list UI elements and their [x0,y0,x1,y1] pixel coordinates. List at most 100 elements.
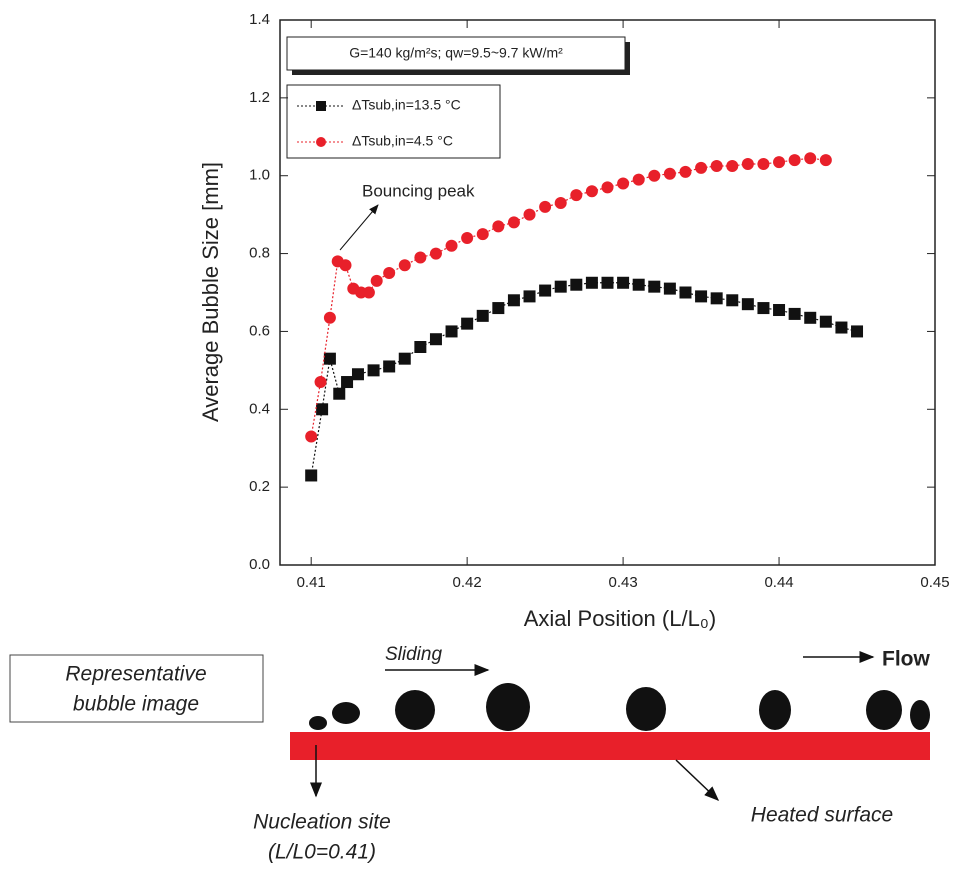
arrow [675,759,720,802]
info-box [286,36,626,71]
data-point [339,259,352,272]
data-point [305,430,318,443]
data-point [398,352,411,365]
data-point [341,376,354,389]
bubble [332,702,360,724]
data-point [429,247,442,260]
data-point [314,376,327,389]
data-point [492,220,505,233]
data-point [362,286,375,299]
data-point [383,360,396,373]
data-point [726,294,739,307]
data-point [601,276,614,289]
y-tick-label: 0.8 [249,245,270,262]
data-point [523,290,536,303]
data-point [773,304,786,317]
data-point [726,159,739,172]
data-point [383,267,396,280]
x-tick-label: 0.44 [764,574,793,591]
legend-label: ΔTsub,in=13.5 °C [352,97,461,113]
data-point [851,325,864,338]
data-point [710,159,723,172]
data-point [757,158,770,171]
y-tick-label: 0.6 [249,322,270,339]
data-point [333,387,346,400]
data-point [316,403,329,416]
data-point [445,325,458,338]
data-point [367,364,380,377]
y-tick-label: 0.4 [249,400,270,417]
diagram: Representative bubble image Sliding Flow… [9,644,930,864]
flow-label: Flow [882,648,930,671]
data-point [617,276,630,289]
bubble [910,700,930,730]
x-tick-label: 0.42 [453,574,482,591]
heated-label: Heated surface [751,804,893,827]
nucleation-label: Nucleation site [253,811,391,834]
data-point [632,278,645,291]
data-point [695,161,708,174]
data-point [648,169,661,182]
data-point [554,280,567,293]
y-tick-label: 1.2 [249,89,270,106]
data-point [370,274,383,287]
data-point [554,196,567,209]
data-point [617,177,630,190]
caption: bubble image [73,693,199,716]
plot-frame [279,19,936,566]
x-tick-label: 0.45 [920,574,949,591]
y-axis-label: Average Bubble Size [mm] [198,162,223,422]
x-tick-label: 0.41 [297,574,326,591]
info-text: G=140 kg/m²s; qw=9.5~9.7 kW/m² [349,45,563,61]
data-point [757,302,770,315]
bubble [626,687,666,731]
data-point [461,232,474,244]
data-point [507,294,520,307]
data-point [663,282,676,295]
legend-label: ΔTsub,in=4.5 °C [352,133,453,149]
data-point [741,158,754,171]
data-point [539,200,552,213]
data-point [523,208,536,221]
data-point [741,298,754,311]
data-point [414,251,427,264]
data-point [570,189,583,202]
caption: Representative [65,663,206,686]
y-tick-label: 0.2 [249,478,270,495]
data-point [461,317,474,330]
data-point [398,259,411,272]
annotation-arrow [339,204,379,251]
data-point [679,286,692,299]
data-point [351,368,364,381]
data-point [585,185,598,198]
sliding-label: Sliding [385,644,442,665]
y-tick-label: 1.0 [249,167,270,184]
x-tick-label: 0.43 [608,574,637,591]
data-point [710,292,723,305]
y-tick-label: 0.0 [249,556,270,573]
data-point [601,181,614,194]
data-point [804,311,817,324]
data-point [632,173,645,186]
bubble [759,690,791,730]
data-point [539,284,552,297]
data-point [445,239,458,252]
data-point [305,469,318,482]
chart: 0.0 0.2 0.4 0.6 0.8 1.0 1.2 1.4 0.41 0.42 0.43 0.44… [249,11,949,591]
data-point [663,167,676,180]
data-point [507,216,520,229]
bubble [866,690,902,730]
data-point [476,309,489,322]
legend-marker [316,101,326,111]
data-point [570,278,583,291]
caption-box [9,654,264,723]
data-point [788,307,801,320]
data-point [323,352,336,365]
data-point [648,280,661,293]
data-point [414,341,427,353]
bubble [309,716,327,730]
legend-marker [316,137,326,147]
y-tick-label: 1.4 [249,11,270,28]
data-point [773,156,786,169]
